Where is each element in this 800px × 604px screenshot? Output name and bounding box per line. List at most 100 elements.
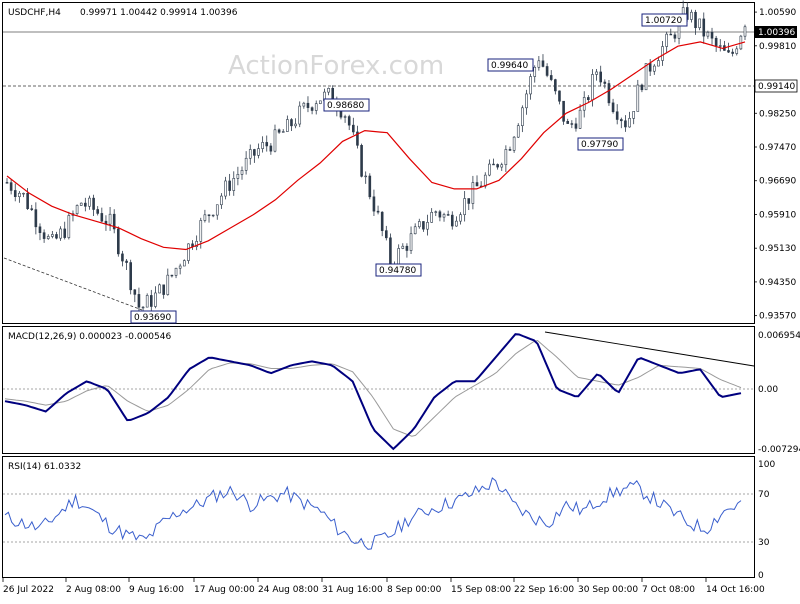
price-candle [248, 144, 252, 165]
price-candle [9, 179, 13, 195]
price-candle [150, 289, 153, 312]
price-candle [79, 202, 83, 206]
price-candle [455, 216, 458, 227]
price-candle [178, 263, 182, 275]
price-ytick-label: 1.00590 [759, 8, 796, 18]
price-candle [265, 135, 269, 152]
price-candle [294, 118, 297, 129]
price-candle [529, 73, 532, 100]
rsi-line [4, 477, 742, 550]
price-ytick-label: 0.94350 [759, 278, 796, 288]
price-candle [632, 111, 635, 125]
macd-panel-title: MACD(12,26,9) 0.000023 -0.000546 [8, 332, 171, 342]
price-candle [698, 18, 701, 31]
price-candle [516, 123, 520, 138]
price-candle [409, 226, 413, 254]
price-candle [545, 63, 549, 78]
price-candle [327, 87, 330, 96]
watermark: ActionForex.com [228, 51, 444, 81]
price-candle [690, 9, 693, 23]
price-candle [88, 195, 91, 210]
price-candle [714, 35, 718, 52]
rsi-ytick-100: 100 [758, 460, 775, 470]
price-candle [55, 231, 58, 240]
annotation-high-late-sep: 0.99640 [487, 58, 534, 72]
x-tick-label: 9 Aug 16:00 [129, 585, 184, 595]
macd-trendline [544, 331, 755, 367]
price-candle [385, 225, 388, 241]
price-candle [562, 100, 565, 125]
price-candle [306, 96, 310, 113]
price-candle [368, 173, 372, 200]
x-tick-label: 22 Sep 16:00 [514, 585, 574, 595]
price-candle [59, 226, 62, 241]
price-candle [652, 64, 656, 75]
price-candle [718, 39, 722, 52]
price-candle [137, 287, 141, 312]
price-candle [356, 125, 359, 149]
price-candle [203, 209, 207, 223]
price-candle [422, 221, 425, 232]
price-candle [624, 115, 627, 132]
x-tick-label: 7 Oct 08:00 [642, 585, 695, 595]
price-candle [595, 68, 598, 81]
price-candle [475, 175, 479, 187]
price-candle [430, 208, 433, 223]
price-candle [261, 136, 264, 153]
price-candle [290, 118, 293, 131]
price-candle [459, 212, 462, 225]
price-candle [112, 209, 116, 234]
svg-text:1.00720: 1.00720 [645, 16, 682, 26]
price-candle [117, 226, 120, 257]
rsi-ytick-0: 0 [758, 571, 764, 581]
price-candle [587, 95, 590, 103]
price-candle [578, 104, 582, 129]
price-candle [710, 27, 714, 45]
price-trendline [3, 257, 143, 311]
price-candle [158, 283, 161, 294]
price-candle [525, 89, 528, 115]
price-candle [38, 223, 42, 241]
price-candle [467, 198, 471, 211]
price-candle [537, 56, 541, 71]
price-candle [673, 32, 677, 43]
price-candle [636, 79, 640, 112]
price-candle [195, 235, 198, 251]
price-panel-title: USDCHF,H4 [8, 8, 61, 18]
price-candle [211, 214, 215, 218]
price-candle [232, 171, 236, 196]
price-candle [607, 80, 611, 106]
price-candle [224, 176, 227, 200]
price-candle [735, 46, 739, 56]
macd-ytick-bottom: -0.007294 [758, 445, 800, 455]
price-candle [426, 214, 429, 236]
price-candle [549, 70, 553, 82]
price-candle [162, 284, 165, 299]
price-candle [533, 65, 537, 83]
x-tick-label: 26 Jul 2022 [3, 585, 54, 595]
price-candle [566, 118, 570, 124]
price-ytick-label: 0.96690 [759, 177, 796, 187]
price-candle [343, 114, 347, 123]
svg-text:0.94780: 0.94780 [379, 266, 416, 276]
price-candle [187, 243, 190, 264]
price-candle [298, 101, 302, 128]
price-candle [145, 293, 149, 308]
macd-line [4, 333, 742, 451]
x-tick-label: 30 Sep 00:00 [578, 585, 638, 595]
price-candle [46, 234, 50, 240]
price-candle [319, 100, 322, 105]
x-tick-label: 17 Aug 00:00 [194, 585, 255, 595]
price-candle [228, 173, 231, 196]
svg-text:0.97790: 0.97790 [581, 140, 618, 150]
price-candle [108, 206, 112, 231]
price-panel-ohlc: 0.99971 1.00442 0.99914 1.00396 [80, 8, 238, 18]
svg-text:0.93690: 0.93690 [134, 313, 171, 323]
price-candle [492, 158, 495, 166]
price-candle [34, 202, 38, 235]
price-candle [417, 218, 421, 229]
price-candle [401, 243, 405, 250]
price-candle [22, 192, 25, 198]
macd-signal-line [4, 340, 742, 437]
